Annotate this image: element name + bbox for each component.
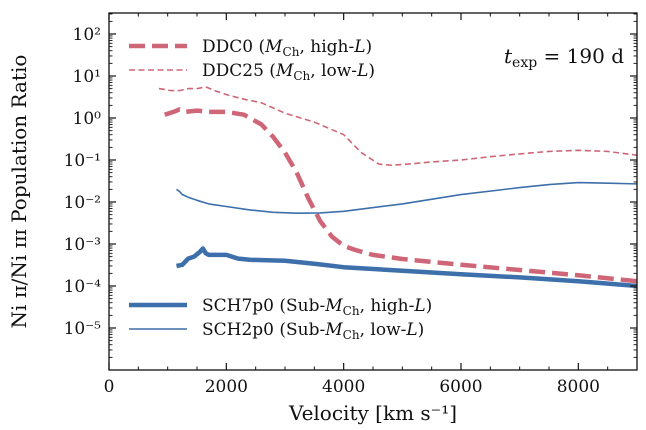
y-tick-label: 10¹	[73, 67, 101, 87]
x-tick-label: 0	[104, 377, 115, 397]
legend-entry: DDC0 (MCh, high-L)	[129, 37, 372, 59]
legend-label: SCH7p0 (Sub-MCh, high-L)	[202, 296, 432, 318]
y-tick-label: 10⁰	[73, 109, 102, 129]
legend-label: SCH2p0 (Sub-MCh, low-L)	[202, 320, 424, 342]
legend-layer: DDC0 (MCh, high-L)DDC25 (MCh, low-L) SCH7…	[129, 37, 432, 342]
time-annotation: texp = 190 d	[504, 44, 624, 71]
y-tick-label: 10⁻³	[64, 235, 101, 255]
y-tick-label: 10⁻⁵	[64, 319, 102, 339]
ticks-layer: 0 2000 4000 6000 8000 10² 10¹ 10⁰ 10⁻¹ 10⁻² 10⁻³ 10…	[64, 13, 637, 397]
x-tick-label: 6000	[439, 377, 482, 397]
x-tick-label: 2000	[205, 377, 248, 397]
y-tick-label: 10⁻²	[64, 193, 101, 213]
y-tick-label: 10⁻¹	[64, 151, 101, 171]
series-layer	[158, 86, 638, 289]
x-tick-label: 4000	[322, 377, 365, 397]
series-line-2	[176, 246, 638, 289]
y-tick-label: 10²	[73, 25, 101, 45]
series-line-0	[164, 107, 638, 284]
y-axis-label: Ni ɪɪ/Ni ɪɪɪ Population Ratio	[7, 55, 31, 329]
legend-label: DDC0 (MCh, high-L)	[202, 37, 372, 59]
series-line-3	[176, 181, 638, 214]
y-tick-label: 10⁻⁴	[64, 277, 102, 297]
legend-label: DDC25 (MCh, low-L)	[202, 61, 375, 83]
plot-frame	[108, 12, 638, 371]
series-line-1	[158, 86, 638, 166]
legend-entry: SCH2p0 (Sub-MCh, low-L)	[129, 320, 424, 342]
x-axis-label: Velocity [km s⁻¹]	[288, 401, 457, 425]
x-tick-label: 8000	[557, 377, 600, 397]
legend-entry: DDC25 (MCh, low-L)	[129, 61, 375, 83]
legend-entry: SCH7p0 (Sub-MCh, high-L)	[129, 296, 432, 318]
